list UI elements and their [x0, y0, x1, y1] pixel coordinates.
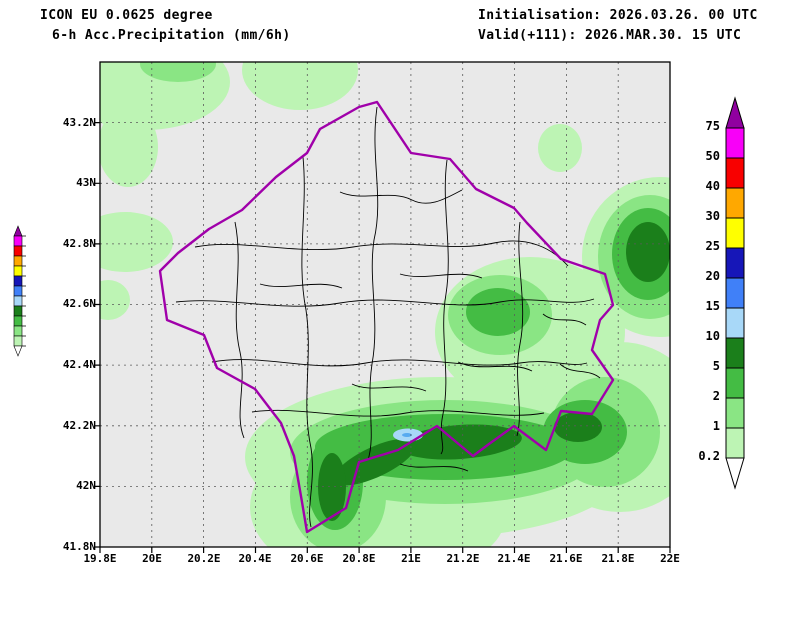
lon-tick-label: 20.8E [342, 552, 376, 565]
mini-colorbar [13, 225, 26, 357]
product-title: 6-h Acc.Precipitation (mm/6h) [52, 28, 291, 43]
lat-axis-ticks [94, 122, 100, 548]
lon-tick-label: 21E [401, 552, 421, 565]
colorbar-tick-label: 0.2 [698, 449, 720, 463]
lat-tick-label: 42.6N [62, 297, 96, 310]
precip-fill-layer [100, 62, 670, 547]
colorbar [725, 96, 745, 490]
colorbar-under-0p2 [725, 457, 745, 490]
map-plot [94, 61, 671, 553]
lat-tick-label: 42.8N [62, 237, 96, 250]
lat-tick-label: 43.2N [62, 116, 96, 129]
mini-colorbar-ticks [22, 235, 26, 347]
colorbar-tick-label: 25 [705, 239, 720, 253]
lon-tick-label: 19.8E [83, 552, 117, 565]
lon-axis-ticks [99, 547, 671, 553]
lon-tick-label: 21.6E [549, 552, 583, 565]
lon-tick-label: 20.2E [187, 552, 221, 565]
lat-tick-label: 42.2N [62, 419, 96, 432]
lon-tick-label: 21.2E [446, 552, 480, 565]
colorbar-tick-label: 20 [705, 269, 720, 283]
colorbar-tick-label: 1 [712, 419, 720, 433]
colorbar-tick-label: 10 [705, 329, 720, 343]
lat-tick-label: 41.8N [62, 540, 96, 553]
lon-tick-label: 21.8E [601, 552, 635, 565]
gridline-layer [100, 62, 670, 547]
colorbar-tick-label: 40 [705, 179, 720, 193]
colorbar-tick-label: 50 [705, 149, 720, 163]
heavy-precip-core [402, 433, 412, 437]
lon-tick-label: 20.6E [290, 552, 324, 565]
colorbar-over-75 [725, 96, 745, 129]
colorbar-tick-label: 2 [712, 389, 720, 403]
lon-tick-label: 20E [142, 552, 162, 565]
valid-time: Valid(+111): 2026.MAR.30. 15 UTC [478, 28, 742, 43]
municipal-boundaries [175, 106, 601, 528]
model-title: ICON EU 0.0625 degree [40, 8, 213, 23]
lon-tick-label: 21.4E [497, 552, 531, 565]
kosovo-border [158, 100, 615, 534]
colorbar-tick-label: 5 [712, 359, 720, 373]
colorbar-tick-label: 75 [705, 119, 720, 133]
lon-tick-label: 22E [660, 552, 680, 565]
lat-tick-label: 42N [76, 479, 96, 492]
map-field [100, 62, 670, 547]
init-time: Initialisation: 2026.03.26. 00 UTC [478, 8, 758, 23]
lat-tick-label: 42.4N [62, 358, 96, 371]
lon-tick-label: 20.4E [238, 552, 272, 565]
colorbar-tick-label: 30 [705, 209, 720, 223]
lat-tick-label: 43N [76, 176, 96, 189]
colorbar-tick-label: 15 [705, 299, 720, 313]
